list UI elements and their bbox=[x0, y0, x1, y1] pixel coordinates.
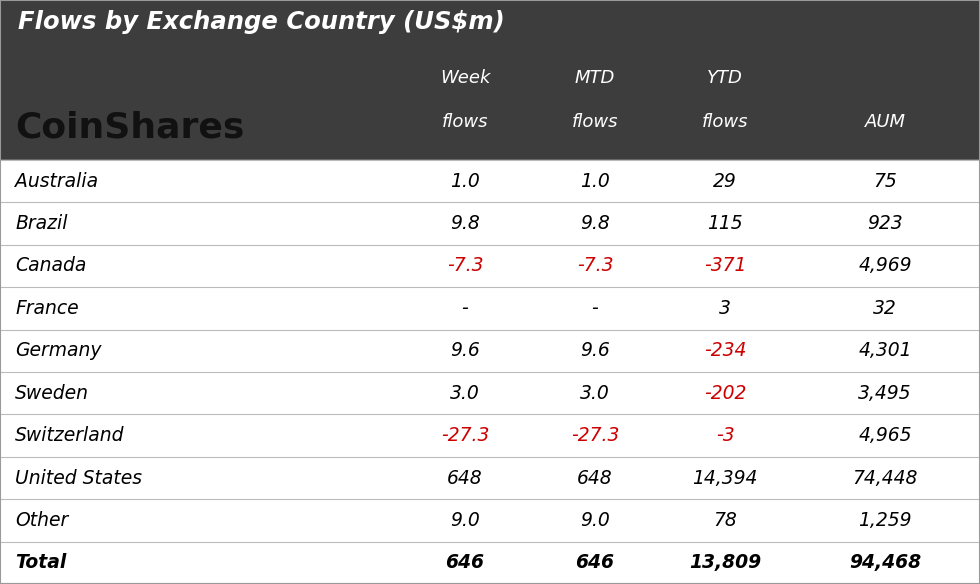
Text: 1.0: 1.0 bbox=[580, 172, 610, 191]
Bar bbox=[0, 287, 980, 329]
Text: 4,965: 4,965 bbox=[858, 426, 911, 445]
Text: 3.0: 3.0 bbox=[450, 384, 480, 403]
Text: France: France bbox=[15, 299, 78, 318]
Bar bbox=[0, 160, 980, 203]
Text: Switzerland: Switzerland bbox=[15, 426, 124, 445]
Text: -27.3: -27.3 bbox=[441, 426, 489, 445]
Text: flows: flows bbox=[571, 113, 618, 131]
Text: CoinShares: CoinShares bbox=[15, 111, 244, 145]
Text: 9.6: 9.6 bbox=[450, 341, 480, 360]
Text: 115: 115 bbox=[708, 214, 743, 233]
Text: 648: 648 bbox=[447, 468, 483, 488]
Text: -202: -202 bbox=[704, 384, 746, 403]
Bar bbox=[0, 499, 980, 541]
Text: -3: -3 bbox=[715, 426, 734, 445]
Text: 648: 648 bbox=[577, 468, 612, 488]
Text: Canada: Canada bbox=[15, 256, 86, 276]
Bar bbox=[0, 203, 980, 245]
Text: 923: 923 bbox=[867, 214, 903, 233]
Text: 94,468: 94,468 bbox=[849, 553, 921, 572]
Text: -7.3: -7.3 bbox=[577, 256, 613, 276]
Text: -27.3: -27.3 bbox=[570, 426, 619, 445]
Text: 3: 3 bbox=[719, 299, 731, 318]
Text: 75: 75 bbox=[873, 172, 897, 191]
Text: Australia: Australia bbox=[15, 172, 98, 191]
Text: MTD: MTD bbox=[575, 69, 615, 87]
Text: 4,969: 4,969 bbox=[858, 256, 911, 276]
Text: 9.8: 9.8 bbox=[580, 214, 610, 233]
Text: 9.6: 9.6 bbox=[580, 341, 610, 360]
Text: Week: Week bbox=[440, 69, 490, 87]
Bar bbox=[0, 457, 980, 499]
Text: -7.3: -7.3 bbox=[447, 256, 483, 276]
Text: Germany: Germany bbox=[15, 341, 102, 360]
Text: 74,448: 74,448 bbox=[853, 468, 917, 488]
Text: Brazil: Brazil bbox=[15, 214, 68, 233]
Text: Sweden: Sweden bbox=[15, 384, 89, 403]
Text: 14,394: 14,394 bbox=[692, 468, 758, 488]
Text: 13,809: 13,809 bbox=[689, 553, 761, 572]
Text: 1,259: 1,259 bbox=[858, 511, 911, 530]
Bar bbox=[0, 329, 980, 372]
Text: -: - bbox=[592, 299, 599, 318]
Text: flows: flows bbox=[442, 113, 488, 131]
Text: 32: 32 bbox=[873, 299, 897, 318]
Text: 4,301: 4,301 bbox=[858, 341, 911, 360]
Text: 78: 78 bbox=[713, 511, 737, 530]
Bar bbox=[0, 245, 980, 287]
Text: -371: -371 bbox=[704, 256, 746, 276]
Text: 9.8: 9.8 bbox=[450, 214, 480, 233]
Text: 9.0: 9.0 bbox=[580, 511, 610, 530]
Text: -: - bbox=[462, 299, 468, 318]
Bar bbox=[0, 415, 980, 457]
Text: 646: 646 bbox=[446, 553, 484, 572]
Text: 3,495: 3,495 bbox=[858, 384, 911, 403]
Text: -234: -234 bbox=[704, 341, 746, 360]
Text: Flows by Exchange Country (US$m): Flows by Exchange Country (US$m) bbox=[18, 10, 505, 34]
Text: 3.0: 3.0 bbox=[580, 384, 610, 403]
Text: flows: flows bbox=[702, 113, 749, 131]
Bar bbox=[0, 541, 980, 584]
Text: United States: United States bbox=[15, 468, 142, 488]
Text: 1.0: 1.0 bbox=[450, 172, 480, 191]
Text: Other: Other bbox=[15, 511, 69, 530]
Text: 29: 29 bbox=[713, 172, 737, 191]
Text: YTD: YTD bbox=[707, 69, 743, 87]
Text: AUM: AUM bbox=[864, 113, 906, 131]
Text: 9.0: 9.0 bbox=[450, 511, 480, 530]
Bar bbox=[0, 372, 980, 415]
Text: Total: Total bbox=[15, 553, 67, 572]
Text: 646: 646 bbox=[575, 553, 614, 572]
